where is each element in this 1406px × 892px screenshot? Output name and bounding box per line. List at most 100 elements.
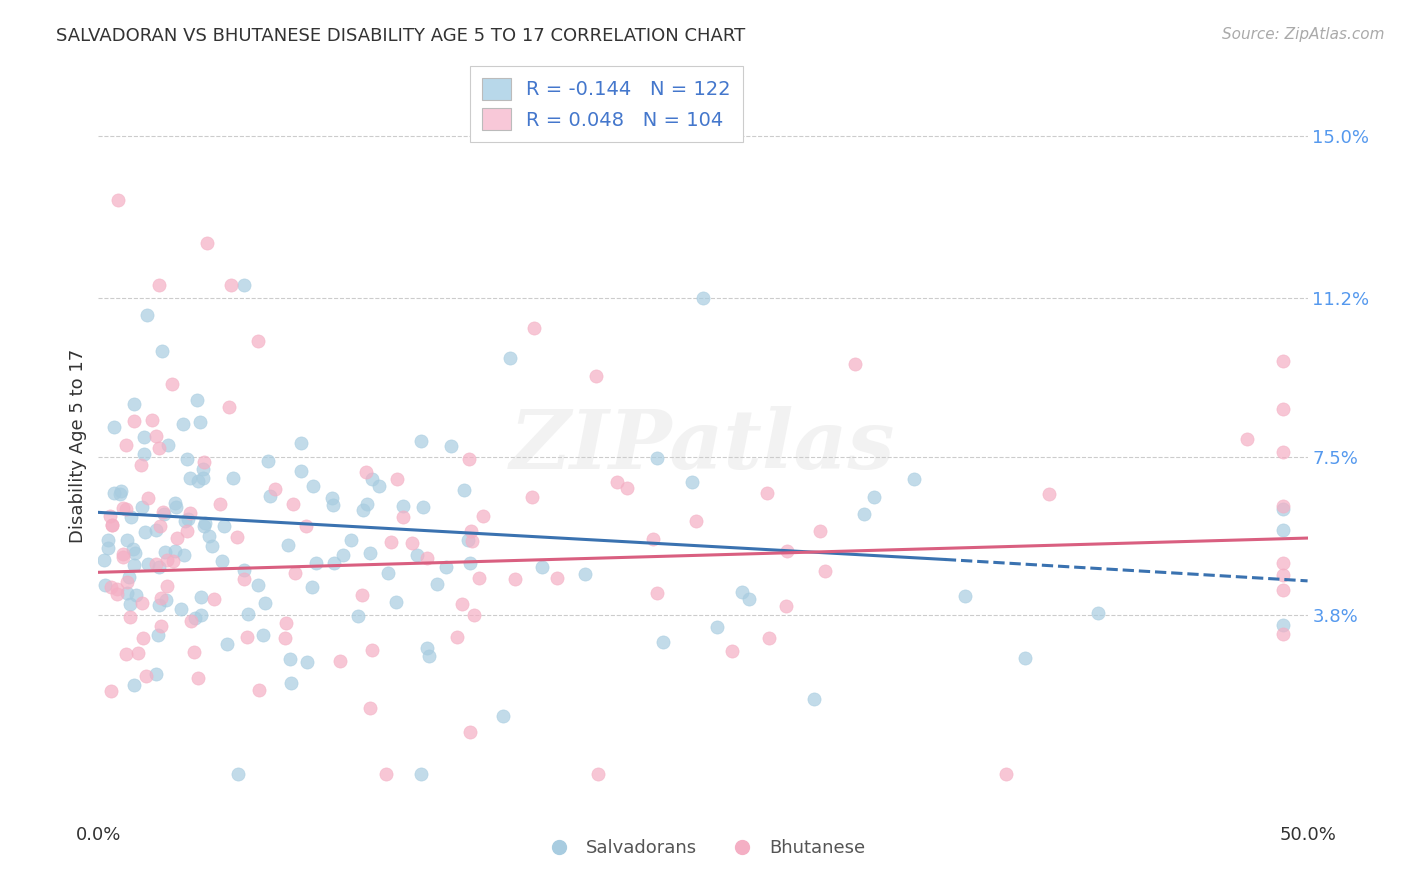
- Point: [209, 497, 232, 511]
- Point: [247, 682, 270, 697]
- Point: [132, 631, 155, 645]
- Point: [120, 510, 142, 524]
- Point: [190, 607, 212, 622]
- Point: [1272, 402, 1295, 417]
- Point: [173, 514, 195, 528]
- Point: [176, 524, 198, 538]
- Point: [122, 414, 145, 428]
- Point: [145, 666, 167, 681]
- Point: [179, 506, 201, 520]
- Point: [498, 351, 520, 366]
- Point: [202, 592, 225, 607]
- Point: [641, 532, 664, 546]
- Point: [1087, 606, 1109, 620]
- Point: [215, 637, 238, 651]
- Point: [463, 608, 485, 623]
- Point: [225, 530, 247, 544]
- Text: SALVADORAN VS BHUTANESE DISABILITY AGE 5 TO 17 CORRELATION CHART: SALVADORAN VS BHUTANESE DISABILITY AGE 5…: [56, 27, 745, 45]
- Point: [122, 541, 145, 556]
- Point: [149, 619, 172, 633]
- Point: [145, 429, 167, 443]
- Point: [322, 498, 344, 512]
- Point: [153, 545, 176, 559]
- Point: [226, 766, 249, 780]
- Point: [93, 553, 115, 567]
- Point: [354, 465, 377, 479]
- Point: [222, 471, 245, 485]
- Point: [460, 524, 482, 538]
- Point: [352, 503, 374, 517]
- Point: [440, 440, 463, 454]
- Point: [458, 556, 481, 570]
- Point: [1272, 499, 1295, 513]
- Point: [1272, 582, 1295, 597]
- Point: [392, 510, 415, 524]
- Point: [453, 483, 475, 497]
- Point: [129, 458, 152, 473]
- Point: [409, 434, 432, 449]
- Point: [380, 535, 402, 549]
- Point: [305, 556, 328, 570]
- Point: [401, 536, 423, 550]
- Point: [731, 585, 754, 599]
- Point: [122, 678, 145, 692]
- Point: [505, 572, 527, 586]
- Point: [162, 554, 184, 568]
- Point: [115, 585, 138, 599]
- Point: [194, 516, 217, 530]
- Point: [107, 193, 129, 207]
- Point: [412, 500, 434, 514]
- Point: [375, 766, 398, 780]
- Point: [721, 643, 744, 657]
- Point: [166, 531, 188, 545]
- Point: [457, 533, 479, 547]
- Point: [183, 611, 205, 625]
- Legend: Salvadorans, Bhutanese: Salvadorans, Bhutanese: [533, 831, 873, 864]
- Point: [259, 489, 281, 503]
- Point: [122, 397, 145, 411]
- Point: [409, 766, 432, 780]
- Point: [135, 309, 157, 323]
- Point: [183, 645, 205, 659]
- Point: [149, 591, 172, 606]
- Point: [645, 450, 668, 465]
- Point: [277, 538, 299, 552]
- Point: [302, 479, 325, 493]
- Point: [160, 377, 183, 392]
- Point: [108, 487, 131, 501]
- Point: [706, 620, 728, 634]
- Point: [523, 321, 546, 335]
- Point: [187, 474, 209, 488]
- Point: [103, 419, 125, 434]
- Point: [103, 486, 125, 500]
- Point: [172, 417, 194, 431]
- Point: [281, 497, 304, 511]
- Point: [256, 454, 278, 468]
- Point: [180, 614, 202, 628]
- Point: [118, 570, 141, 584]
- Point: [94, 578, 117, 592]
- Point: [110, 484, 132, 499]
- Point: [520, 490, 543, 504]
- Point: [738, 591, 761, 606]
- Point: [274, 631, 297, 645]
- Point: [201, 539, 224, 553]
- Point: [131, 500, 153, 515]
- Point: [645, 586, 668, 600]
- Point: [152, 505, 174, 519]
- Point: [132, 430, 155, 444]
- Point: [361, 472, 384, 486]
- Point: [332, 548, 354, 562]
- Point: [127, 646, 149, 660]
- Point: [323, 556, 346, 570]
- Point: [97, 541, 120, 556]
- Point: [844, 357, 866, 371]
- Point: [776, 544, 799, 558]
- Point: [111, 550, 134, 565]
- Point: [155, 592, 177, 607]
- Point: [1272, 501, 1295, 516]
- Point: [173, 548, 195, 562]
- Point: [471, 508, 494, 523]
- Point: [995, 766, 1018, 780]
- Point: [468, 571, 491, 585]
